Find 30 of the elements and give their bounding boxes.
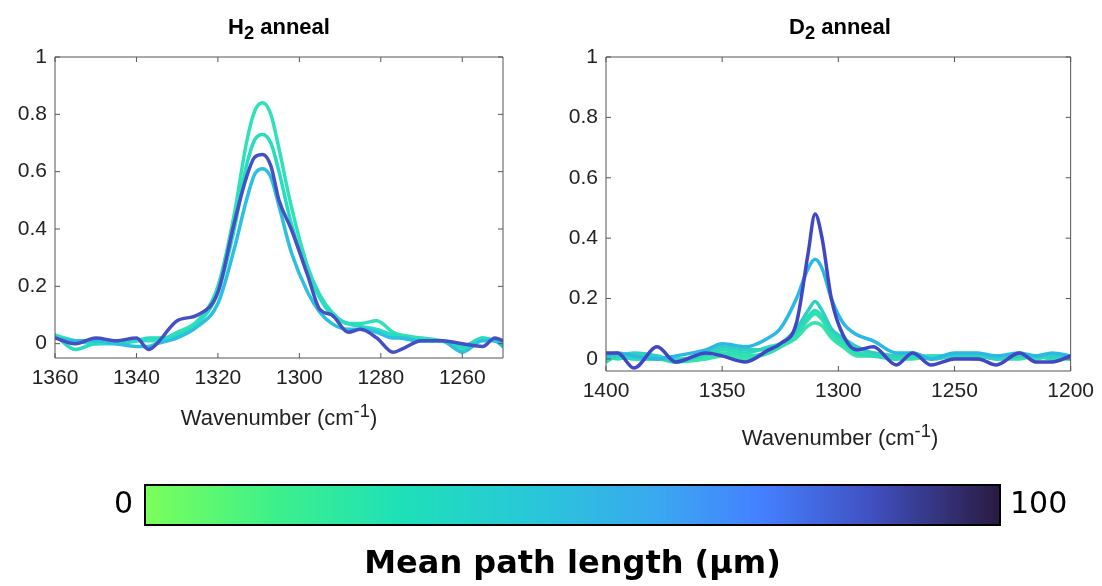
x-tick-label: 1360 bbox=[31, 365, 79, 389]
color-bar-label: 100 bbox=[1010, 484, 1068, 520]
y-tick-label: 0.2 bbox=[17, 273, 47, 297]
y-tick-label: 0.8 bbox=[17, 101, 47, 125]
x-tick-label: 1300 bbox=[276, 365, 323, 389]
x-tick-label: 1350 bbox=[698, 378, 746, 402]
x-axis-title: Wavenumber (cm$^{-1}$) bbox=[179, 400, 379, 432]
y-tick-label: 1 bbox=[35, 43, 47, 67]
chart-title: H$_{2}$ anneal bbox=[227, 14, 331, 45]
chart-title: D$_{2}$ anneal bbox=[788, 14, 892, 45]
y-tick-label: 1 bbox=[586, 43, 598, 67]
x-tick-label: 1300 bbox=[814, 378, 862, 402]
x-tick-label: 1250 bbox=[931, 378, 978, 402]
color-bar-label: 0 bbox=[113, 484, 133, 520]
x-tick-label: 1340 bbox=[113, 365, 160, 389]
y-tick-label: 0.6 bbox=[17, 158, 47, 182]
x-axis-title: Wavenumber (cm$^{-1}$) bbox=[740, 420, 940, 452]
x-tick-label: 1200 bbox=[1047, 378, 1094, 402]
x-tick-label: 1320 bbox=[194, 365, 242, 389]
y-tick-label: 0.8 bbox=[568, 104, 598, 128]
y-tick-label: 0.6 bbox=[568, 164, 598, 188]
x-tick-label: 1280 bbox=[357, 365, 405, 389]
x-tick-label: 1400 bbox=[582, 378, 630, 402]
y-tick-label: 0.4 bbox=[17, 215, 48, 239]
x-tick-label: 1260 bbox=[438, 365, 486, 389]
y-tick-label: 0 bbox=[586, 345, 598, 369]
y-tick-label: 0.2 bbox=[568, 285, 598, 309]
y-tick-label: 0.4 bbox=[568, 224, 599, 248]
y-tick-label: 0 bbox=[35, 330, 47, 354]
color-bar-title: Mean path length (µm) bbox=[364, 543, 781, 582]
